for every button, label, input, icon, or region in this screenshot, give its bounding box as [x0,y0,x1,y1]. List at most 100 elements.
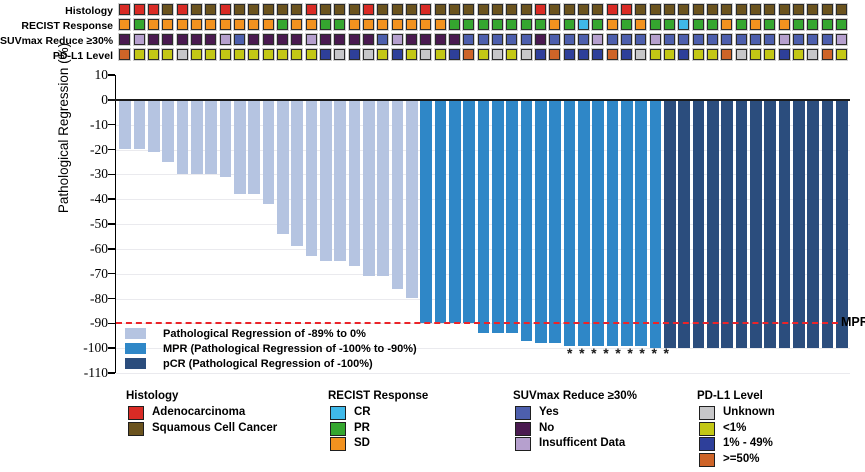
annotation-square [663,19,675,30]
waterfall-bar [606,99,619,346]
legend-title: SUVmax Reduce ≥30% [513,390,637,402]
annotation-square [219,4,231,15]
waterfall-bar [434,99,447,324]
annotation-square [678,49,690,60]
legend-recist: RECIST Response CR PR SD [328,390,428,452]
annotation-square [291,4,303,15]
annotation-square [348,19,360,30]
annotation-square [319,34,331,45]
plot-area: * * * * * * * * * Pathological Regression of -89… [109,75,850,374]
waterfall-bar [133,99,146,150]
annotation-square [276,34,288,45]
waterfall-bar [793,99,805,349]
legend-swatch [699,421,715,436]
annotation-square [807,34,819,45]
legend-label: CR [354,406,371,418]
legend-swatch [699,406,715,420]
annotation-square [735,4,747,15]
annotation-square [749,4,761,15]
track-row-pdl1: PD-L1 Level [0,49,865,63]
annotation-square [620,34,632,45]
annotation-square [248,19,260,30]
legend-item: <1% [697,421,763,437]
annotation-square [233,34,245,45]
y-tick-label: 10 [94,67,109,82]
waterfall-bar [119,99,131,150]
waterfall-bar [678,99,690,349]
annotation-square [262,34,274,45]
annotation-square [778,34,790,45]
annotation-square [620,19,632,30]
annotation-square [133,34,145,45]
annotation-square [305,49,317,60]
annotation-square [190,19,202,30]
annotation-square [721,49,733,60]
legend-histology: Histology Adenocarcinoma Squamous Cell Ca… [126,390,277,437]
annotation-square [692,19,704,30]
annotation-square [463,19,475,30]
annotation-square [276,49,288,60]
annotation-square [592,19,604,30]
asterisk: * [603,345,609,361]
annotation-square [420,49,432,60]
annotation-square [506,34,518,45]
annotation-square [706,34,718,45]
legend-item: SD [328,436,428,452]
annotation-square [434,4,446,15]
waterfall-bar [219,99,232,177]
waterfall-bar [248,99,260,195]
annotation-square [520,4,532,15]
annotation-square [635,49,647,60]
annotation-square [448,4,460,15]
annotation-square [592,34,604,45]
annotation-square [678,19,690,30]
annotation-square [635,4,647,15]
annotation-square [620,49,632,60]
annotation-square [606,4,618,15]
annotation-square [835,49,847,60]
legend-item: Yes [513,405,637,421]
asterisk: * [591,345,597,361]
annotation-square [205,49,217,60]
annotation-square [506,4,518,15]
legend-label: PR [354,421,370,434]
annotation-square [334,34,346,45]
annotation-square [577,19,589,30]
annotation-square [663,49,675,60]
annotation-square [735,19,747,30]
legend-item: PR [328,421,428,437]
annotation-square [592,49,604,60]
annotation-square [348,4,360,15]
legend-swatch [128,406,144,420]
y-tick-label: 0 [101,91,108,107]
annotation-square [405,34,417,45]
legend-swatch [515,421,531,436]
gridline [116,373,850,374]
annotation-square [448,19,460,30]
annotation-square [692,49,704,60]
y-tick-label: -20 [90,141,108,157]
annotation-square [792,19,804,30]
annotation-square [835,19,847,30]
annotation-square [764,4,776,15]
annotation-square [807,4,819,15]
annotation-square [233,4,245,15]
annotation-square [678,4,690,15]
annotation-square [635,19,647,30]
annotation-square [176,4,188,15]
annotation-square [678,34,690,45]
annotation-square [377,19,389,30]
annotation-square [491,34,503,45]
annotation-square [549,19,561,30]
annotation-square [119,19,131,30]
annotation-square [477,49,489,60]
annotation-square [205,4,217,15]
legend-item: 1% - 49% [697,436,773,452]
annotation-square [248,49,260,60]
annotation-square [305,19,317,30]
legend-swatch [128,421,144,436]
asterisk: * [651,345,657,361]
legend-item: Squamous Cell Cancer [126,421,277,437]
track-label-pdl1: PD-L1 Level [52,50,113,62]
annotation-square [362,19,374,30]
